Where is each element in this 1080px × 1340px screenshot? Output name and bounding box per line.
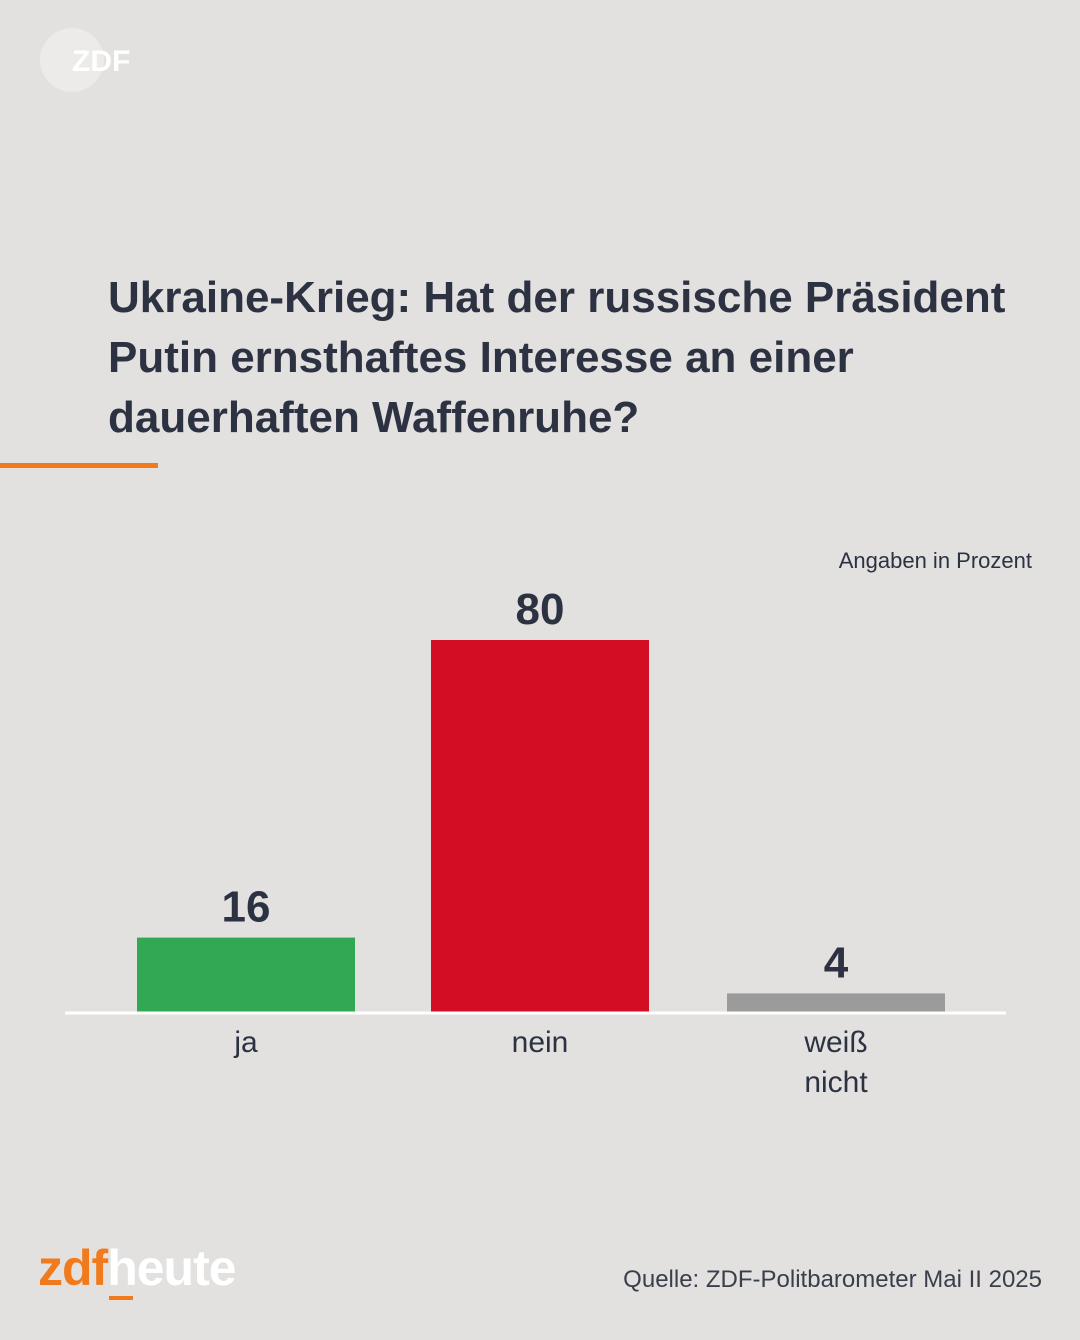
category-label-nein: nein: [512, 1026, 569, 1059]
zdf-logo: ZDF: [40, 28, 130, 92]
bar-nein: [431, 640, 649, 1012]
brand-zdf: zdf: [38, 1240, 108, 1296]
bar-group: [137, 640, 945, 1012]
value-label-wei-nicht: 4: [824, 938, 849, 987]
value-label-ja: 16: [222, 883, 271, 932]
brand-heute: heute: [107, 1240, 236, 1296]
zdf-logo-text: ZDF: [72, 45, 130, 78]
value-label-nein: 80: [516, 585, 565, 634]
bar-wei-nicht: [727, 993, 945, 1012]
unit-note: Angaben in Prozent: [838, 548, 1032, 573]
category-label-ja: ja: [233, 1026, 258, 1059]
zdfheute-logo: zdfheute: [38, 1238, 237, 1298]
label-group: 16 ja 80 nein 4 weiß nicht: [222, 585, 869, 1099]
chart-title: Ukraine-Krieg: Hat der russische Präside…: [108, 273, 1006, 442]
source-note: Quelle: ZDF-Politbarometer Mai II 2025: [623, 1266, 1042, 1293]
bar-ja: [137, 937, 355, 1012]
title-accent-rule: [0, 463, 158, 468]
category-label-wei-nicht: weiß nicht: [803, 1026, 868, 1099]
